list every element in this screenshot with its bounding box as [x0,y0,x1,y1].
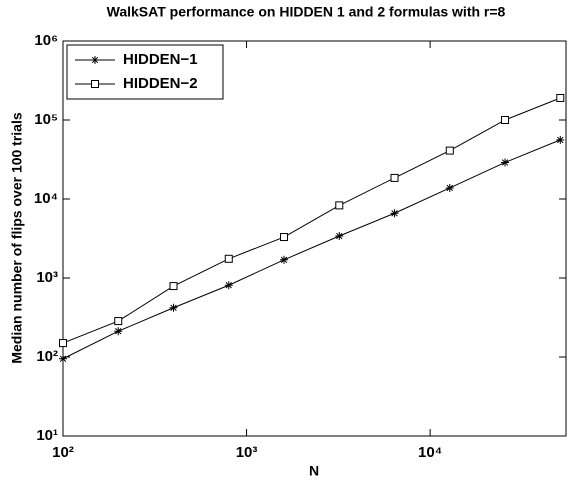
x-tick-label: 10⁴ [418,444,442,461]
marker [390,173,399,182]
legend-box [66,44,224,100]
marker [335,201,344,210]
marker [224,254,233,263]
marker [556,135,565,144]
marker [169,282,178,291]
x-tick-label: 10³ [236,444,258,461]
marker [169,303,178,312]
marker [114,317,123,326]
y-tick-label: 10¹ [36,427,58,444]
chart-title: WalkSAT performance on HIDDEN 1 and 2 fo… [107,4,506,20]
marker [445,146,454,155]
y-tick-label: 10² [36,348,58,365]
marker [335,232,344,241]
marker [224,281,233,290]
plot-frame [62,40,567,437]
series-line [62,139,561,360]
marker [280,255,289,264]
marker [114,327,123,336]
marker [390,209,399,218]
marker [445,183,454,192]
marker [501,158,510,167]
x-axis-label: N [309,463,319,479]
legend-label: HIDDEN−2 [123,75,198,92]
y-axis-label: Median number of flips over 100 trials [9,112,25,364]
marker [556,93,565,102]
x-tick-label: 10² [52,444,74,461]
y-tick-label: 10³ [36,269,58,286]
legend-marker [91,80,99,88]
y-tick-label: 10⁴ [34,190,58,207]
marker [59,354,67,363]
legend-marker [91,56,99,64]
y-tick-label: 10⁵ [34,111,58,128]
marker [501,116,510,124]
legend-label: HIDDEN−1 [123,51,198,68]
marker [59,339,67,348]
series-line [62,97,561,344]
marker [280,233,289,242]
y-tick-label: 10⁶ [34,32,58,49]
